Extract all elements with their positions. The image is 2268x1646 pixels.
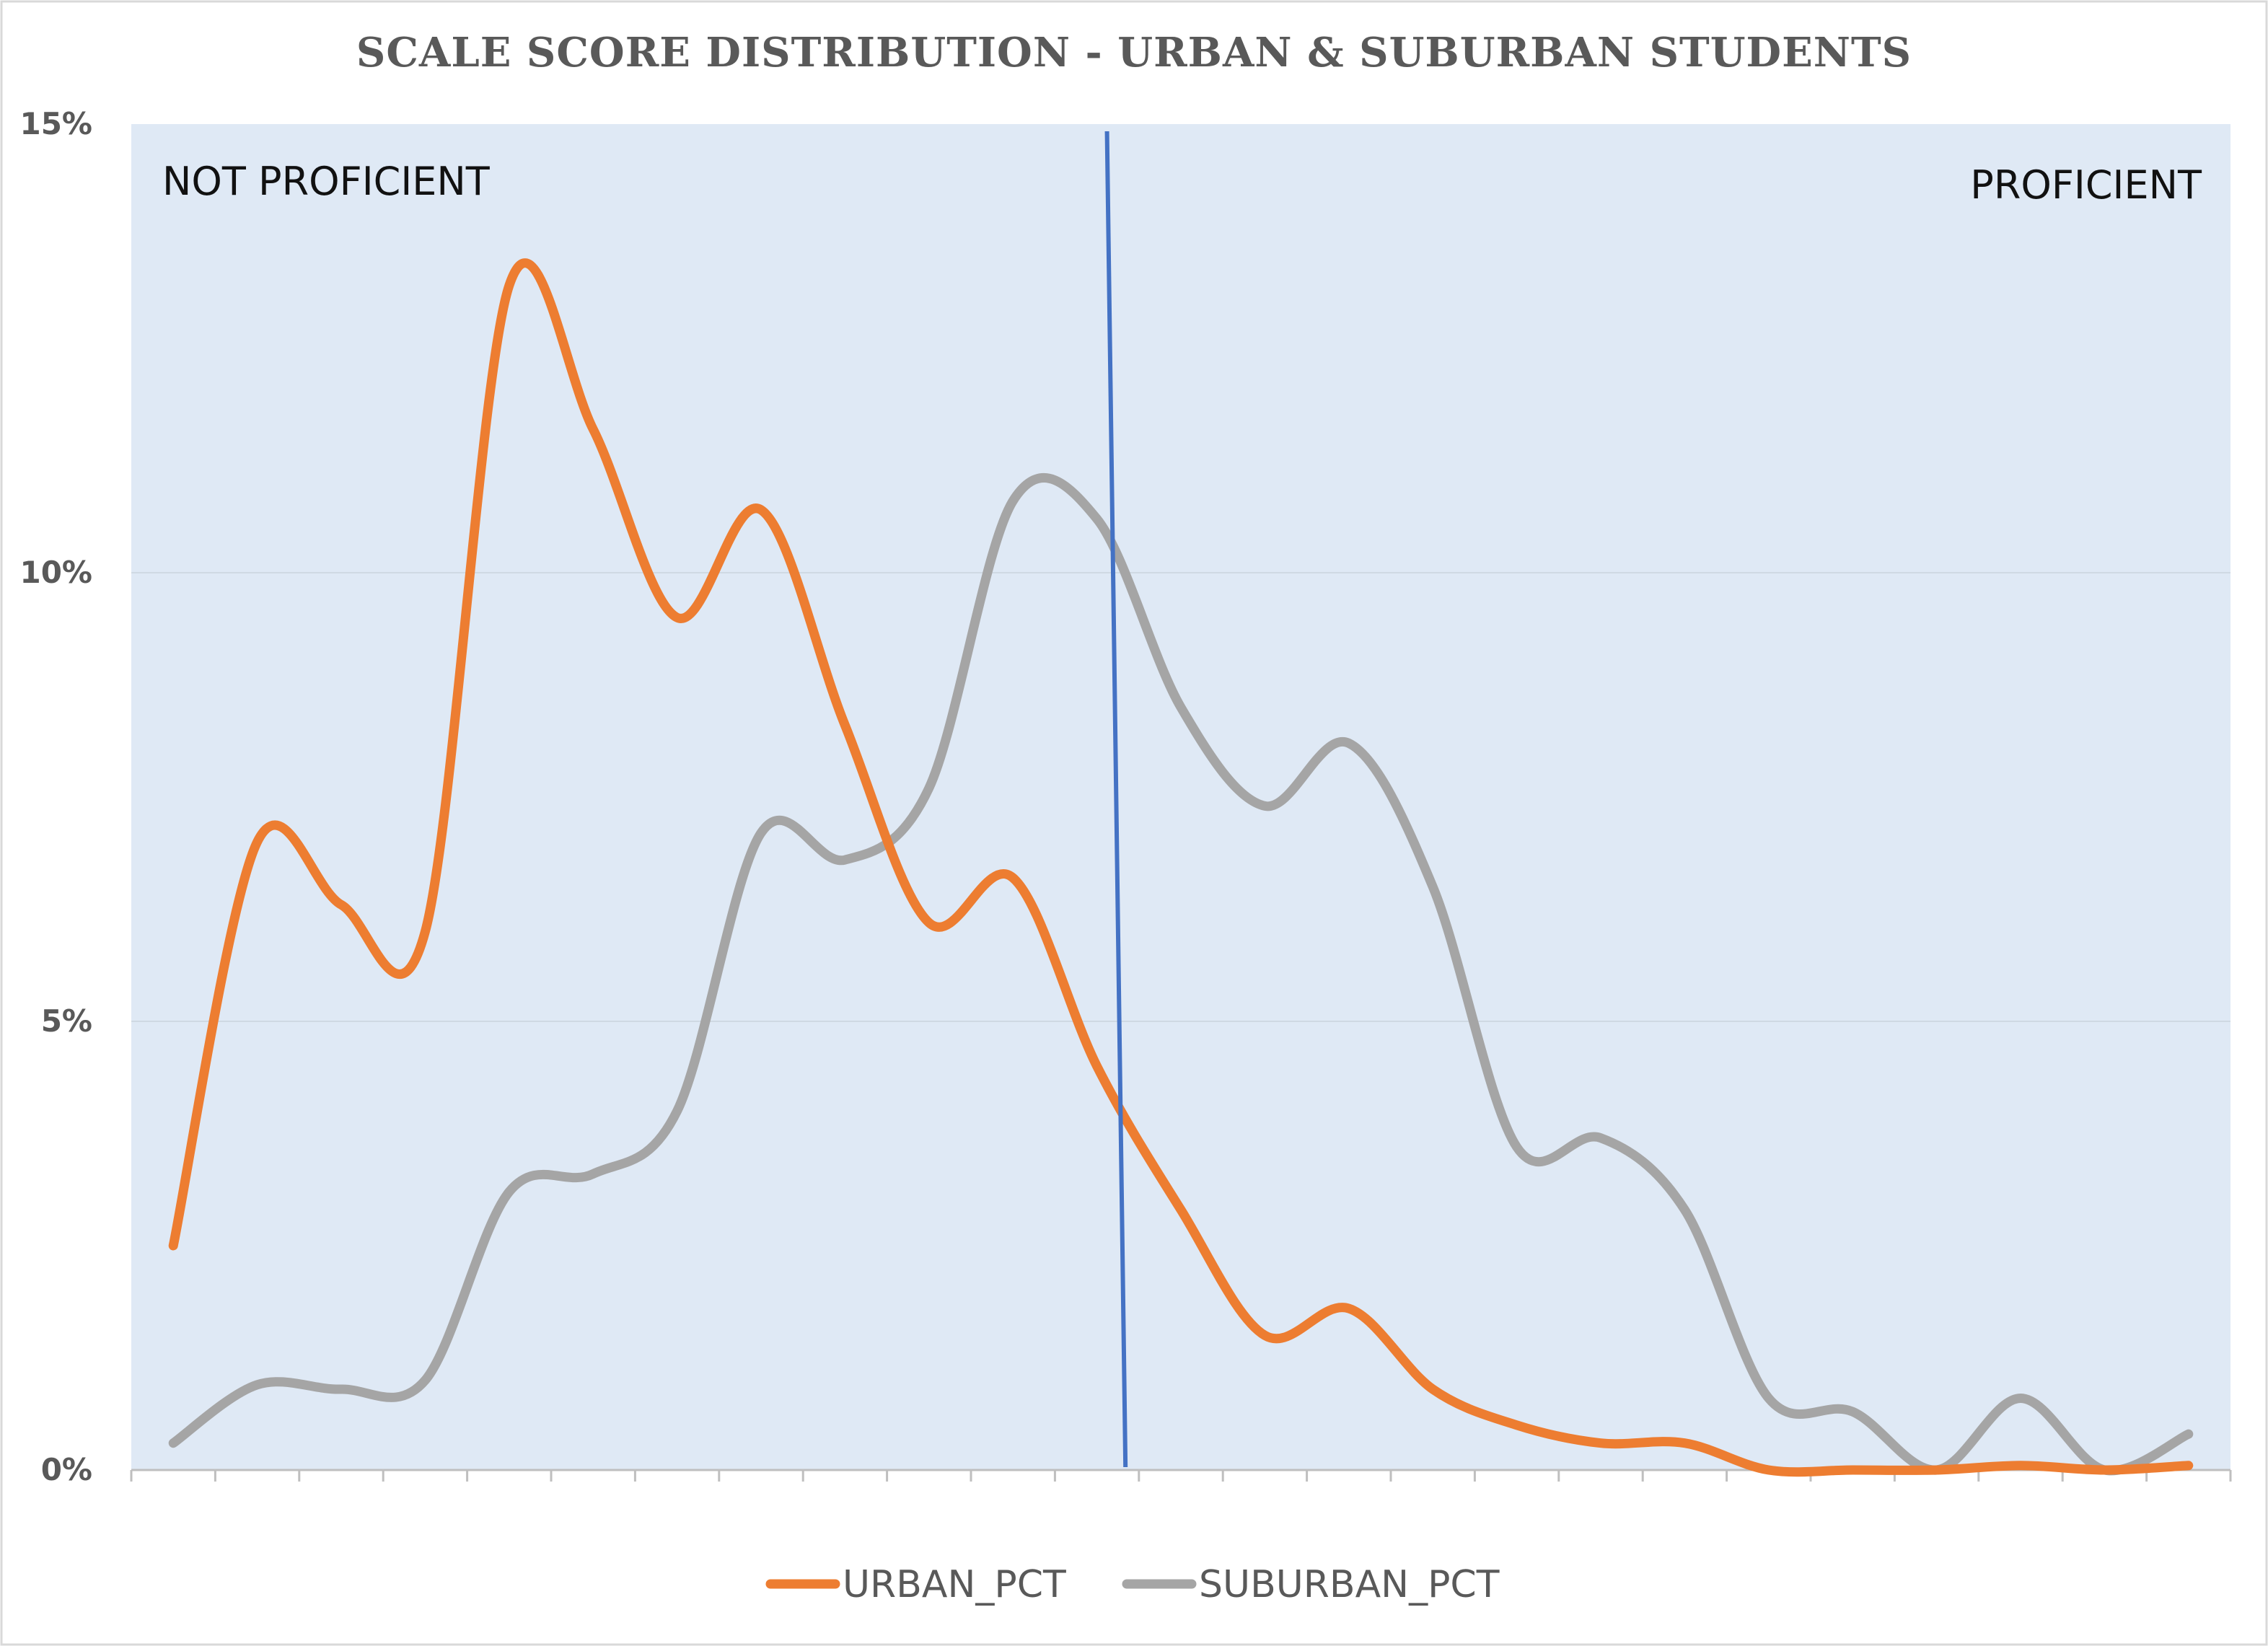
urban-point <box>2104 1470 2105 1471</box>
urban-pct-line <box>168 258 2194 1477</box>
legend: URBAN_PCT SUBURBAN_PCT <box>765 1563 1500 1606</box>
urban-point <box>761 509 762 510</box>
suburban-point <box>425 1380 426 1381</box>
urban-point <box>1936 1470 1937 1471</box>
y-tick-label: 0% <box>41 1452 92 1487</box>
suburban-point <box>1348 743 1349 744</box>
chart-title: SCALE SCORE DISTRIBUTION - URBAN & SUBUR… <box>356 29 1912 76</box>
y-tick-label: 15% <box>19 106 92 141</box>
urban-point <box>593 428 594 429</box>
suburban-pct-line <box>168 473 2194 1476</box>
urban-point <box>2188 1465 2189 1466</box>
legend-label-suburban: SUBURBAN_PCT <box>1199 1563 1500 1606</box>
urban-point <box>425 931 426 932</box>
urban-point <box>1852 1470 1853 1471</box>
suburban-point <box>761 832 762 833</box>
proficient-label: PROFICIENT <box>1970 162 2202 208</box>
y-tick-label: 5% <box>41 1003 92 1039</box>
suburban-point <box>341 1389 342 1390</box>
not-proficient-label: NOT PROFICIENT <box>162 159 491 204</box>
legend-label-urban: URBAN_PCT <box>843 1563 1066 1606</box>
suburban-point <box>1768 1398 1769 1399</box>
suburban-point <box>2188 1434 2189 1435</box>
suburban-point <box>1181 707 1182 708</box>
y-tick-label: 10% <box>19 555 92 590</box>
urban-point <box>1348 1308 1349 1309</box>
y-axis-tick-labels: 0% 5% 10% 15% <box>19 106 92 1487</box>
suburban-point <box>257 1384 258 1385</box>
series-group <box>168 258 2194 1477</box>
suburban-point <box>1516 1147 1517 1148</box>
proficiency-cut-line <box>1104 131 1128 1468</box>
urban-point <box>1013 877 1014 878</box>
urban-point <box>1096 1066 1097 1067</box>
urban-point <box>1768 1470 1769 1471</box>
gridlines <box>131 572 2230 1022</box>
